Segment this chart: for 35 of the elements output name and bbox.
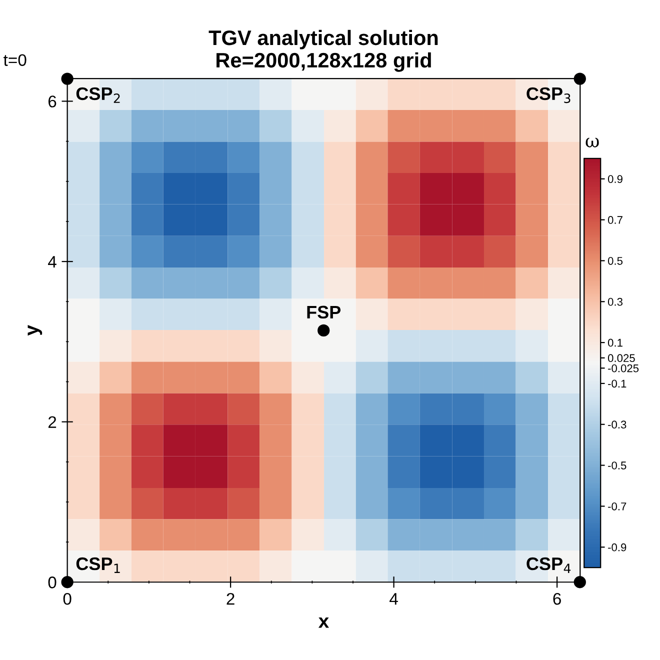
- color-bar-label: -0.025: [608, 364, 639, 372]
- text: t=0: [4, 54, 26, 66]
- annotation: CSP$_{3}$: [526, 87, 570, 104]
- y-tick-label: 2: [48, 416, 56, 428]
- color-bar-label: -0.5: [608, 462, 626, 470]
- annotation: CSP$_{4}$: [526, 557, 571, 573]
- color-bar-label: -0.1: [608, 380, 626, 388]
- color-bar-label: 0.3: [608, 298, 622, 306]
- x-tick-label: 0: [63, 592, 72, 605]
- color-bar-label: 0.7: [608, 216, 622, 224]
- color-bar-label: 0.9: [608, 175, 622, 183]
- x-axis-title: x: [318, 617, 329, 628]
- color-bar-label: -0.3: [608, 420, 626, 429]
- color-bar-title: ω: [586, 138, 599, 148]
- point: [318, 324, 330, 337]
- annotation: FSP: [307, 306, 341, 319]
- x-tick-label: 6: [553, 592, 561, 605]
- y-tick-label: 6: [48, 96, 56, 108]
- annotation: CSP$_{1}$: [76, 557, 120, 573]
- chart-title: TGV analytical solution Re=2000,128x128 grid: [208, 30, 438, 72]
- point: [574, 576, 586, 588]
- color-bar-label: 0.1: [608, 338, 622, 347]
- color-bar-label: 0.5: [608, 256, 623, 265]
- color-bar-label: 0.025: [608, 354, 635, 362]
- point: [574, 72, 586, 85]
- x-tick-label: 2: [226, 592, 234, 605]
- x-tick-label: 4: [390, 593, 398, 605]
- y-axis-title: y: [28, 325, 42, 336]
- point: [61, 72, 74, 85]
- point: [61, 576, 74, 588]
- annotation: CSP$_{2}$: [76, 87, 120, 103]
- color-bar-label: -0.9: [608, 543, 626, 552]
- y-tick-label: 0: [48, 576, 56, 588]
- y-tick-label: 4: [48, 256, 56, 268]
- color-bar-label: -0.7: [608, 502, 626, 510]
